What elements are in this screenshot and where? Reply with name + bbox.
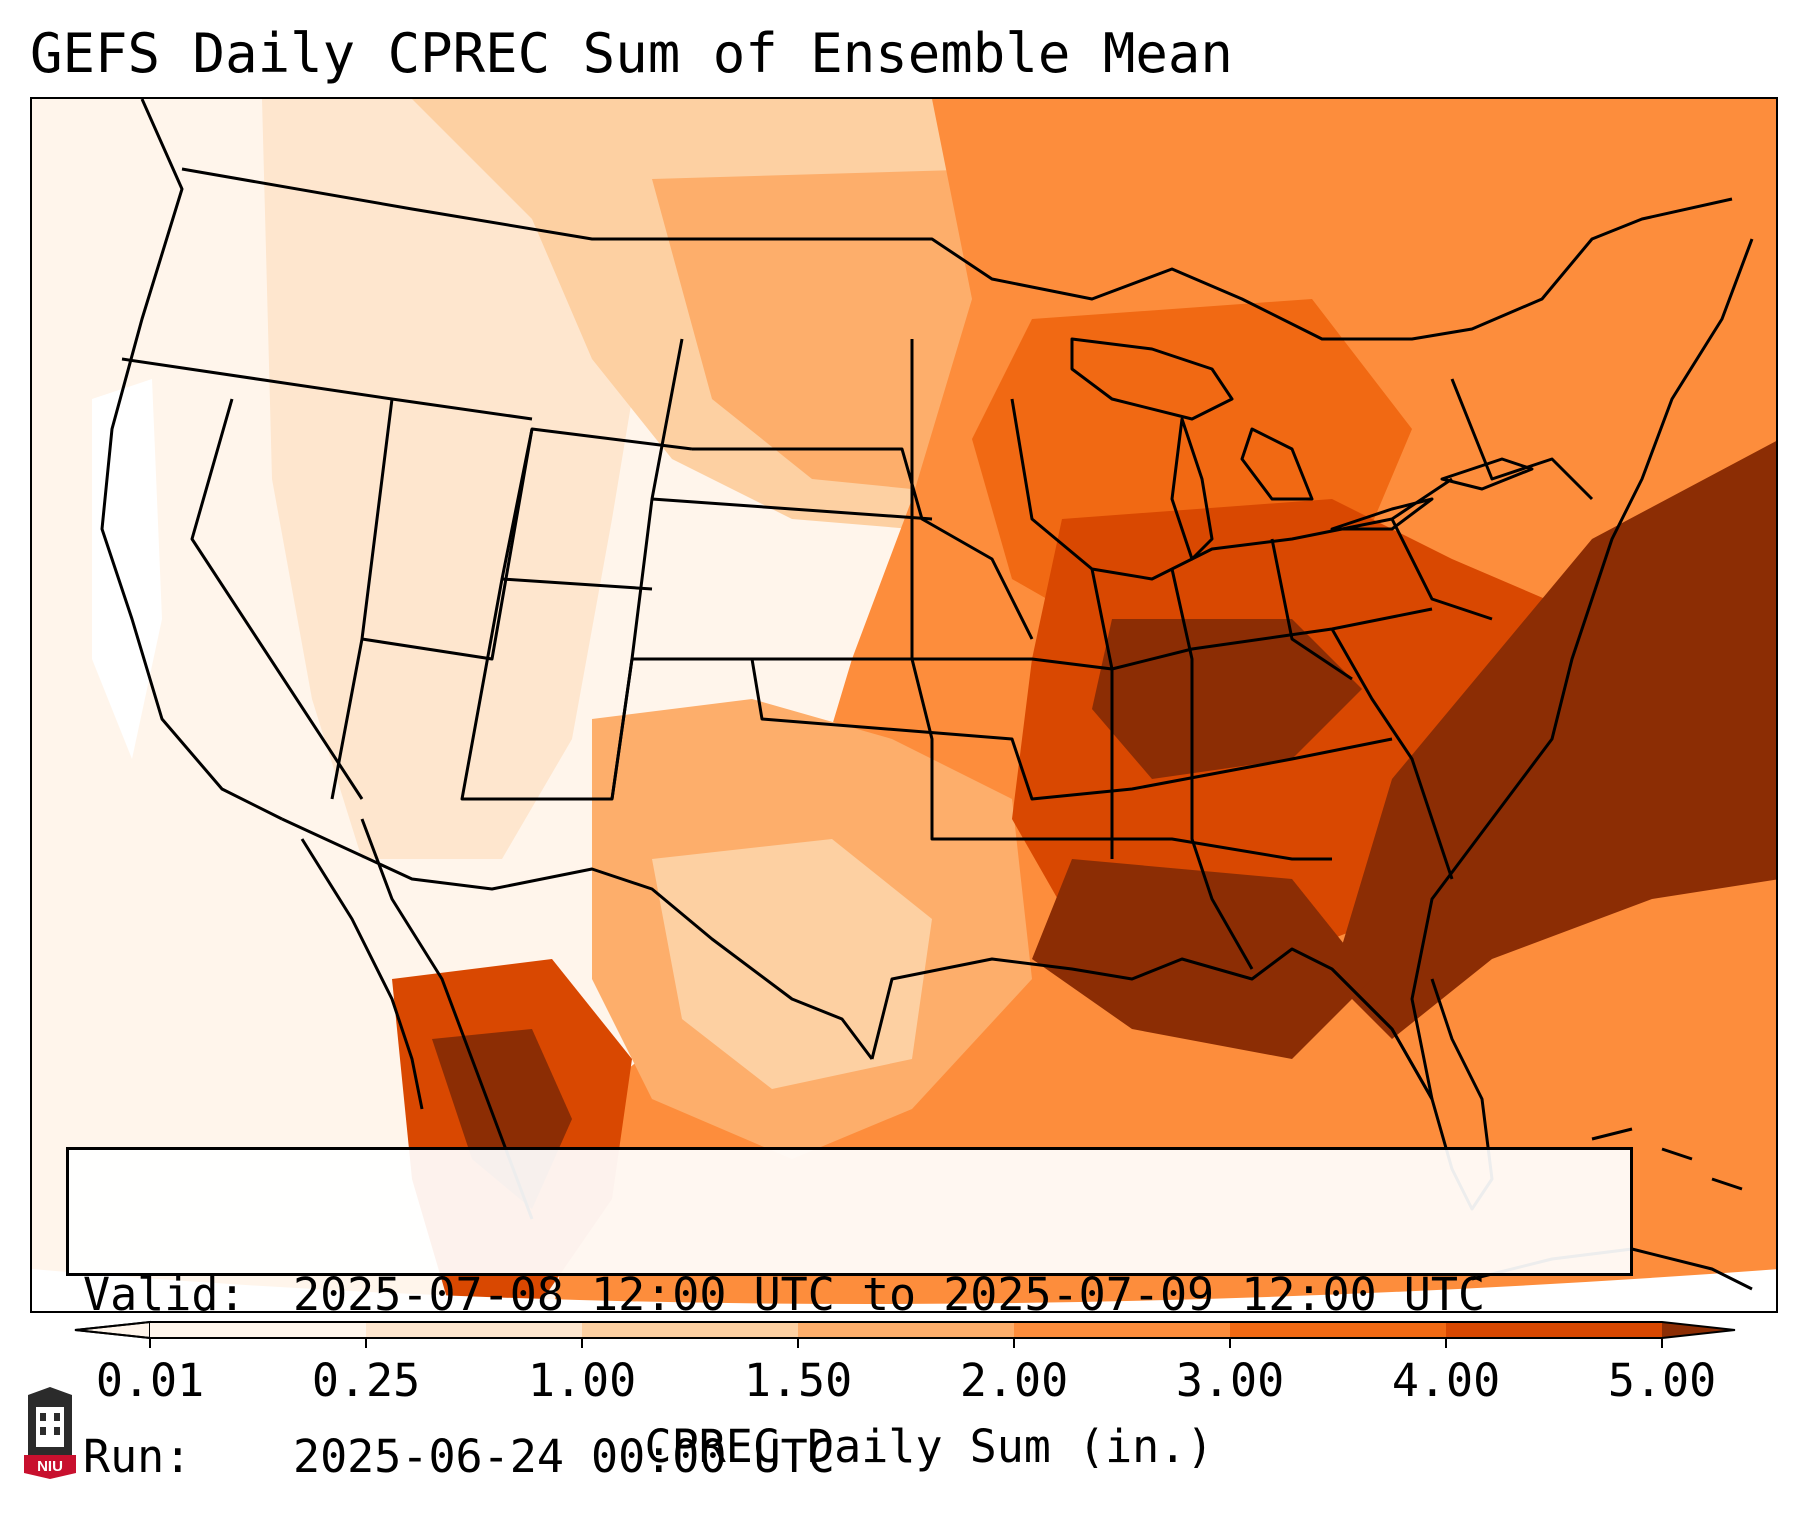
valid-value: 2025-07-08 12:00 UTC to 2025-07-09 12:00… [293,1268,1486,1321]
precip-region-texas [652,839,932,1089]
precip-region-atlantic [1332,441,1776,1039]
valid-key: Valid: [83,1268,246,1321]
state-line [910,339,1332,861]
lake-huron [1240,427,1314,501]
us-canada-border [181,167,1733,341]
lake-ontario [1440,457,1534,491]
state-line [1390,518,1493,621]
colorbar-tick-label: 4.00 [1391,1354,1501,1407]
run-row: Run: 2025-06-24 00:00 UTC [83,1430,1630,1484]
projection-edge [32,1269,1776,1311]
map-canvas [32,99,1776,1311]
colorbar-label: CPREC Daily Sum (in.) [644,1420,1214,1473]
state-line [360,398,693,661]
colorbar-tick-label: 5.00 [1607,1354,1717,1407]
state-line [330,638,364,800]
lake-michigan [1170,417,1214,561]
us-mexico-border [281,817,874,1060]
colorbar-extend-high [1662,1322,1735,1338]
state-line [190,398,364,800]
lake-erie [1330,497,1434,531]
lake-superior [1070,337,1234,421]
colorbar-segment [366,1322,582,1338]
state-line [750,658,1393,801]
state-line [692,447,1034,640]
colorbar [74,1320,1736,1348]
run-value: 2025-06-24 00:00 UTC [293,1430,835,1483]
colorbar-tick-label: 2.00 [959,1354,1069,1407]
state-line [1270,538,1353,681]
precip-region-interior-west [262,99,652,859]
colorbar-ticks [149,1338,1663,1348]
logo-text: NIU [37,1458,63,1475]
colorbar-segments [74,1320,1736,1340]
valid-row: Valid: 2025-07-08 12:00 UTC to 2025-07-09… [83,1268,1630,1322]
state-line [1450,378,1594,501]
precip-region-tennessee [1092,619,1362,779]
state-line [1010,398,1453,581]
colorbar-tick-label: 1.00 [527,1354,637,1407]
colorbar-segment [150,1322,366,1338]
atlantic-coast [1410,238,1754,1100]
state-line [1090,568,1114,859]
colorbar-segment [798,1322,1014,1338]
colorbar-tick-label: 0.25 [311,1354,421,1407]
state-line [651,497,933,521]
colorbar-segment [1446,1322,1662,1338]
us-west-coast [100,99,283,821]
colorbar-tick-label: 3.00 [1175,1354,1285,1407]
page-title: GEFS Daily CPREC Sum of Ensemble Mean [30,22,1233,85]
colorbar-tick-label: 0.01 [95,1354,205,1407]
precip-map [30,97,1778,1313]
state-line [1170,568,1254,970]
boundaries [100,99,1754,1291]
logo-banner [24,1455,76,1479]
colorbar-segment [1014,1322,1230,1338]
baja-coast [300,838,424,1110]
bahamas [1591,1127,1743,1191]
colorbar-tick-label: 1.50 [743,1354,853,1407]
colorbar-extend-low [74,1320,151,1340]
precip-region-gulf-coast [1032,859,1372,1059]
state-line [1330,628,1454,880]
colorbar-segment [1230,1322,1446,1338]
niu-logo: NIU [24,1387,76,1479]
state-line [610,338,684,800]
valid-run-info: Valid: 2025-07-08 12:00 UTC to 2025-07-09… [66,1147,1633,1483]
run-key: Run: [83,1430,192,1483]
colorbar-segment [582,1322,798,1338]
